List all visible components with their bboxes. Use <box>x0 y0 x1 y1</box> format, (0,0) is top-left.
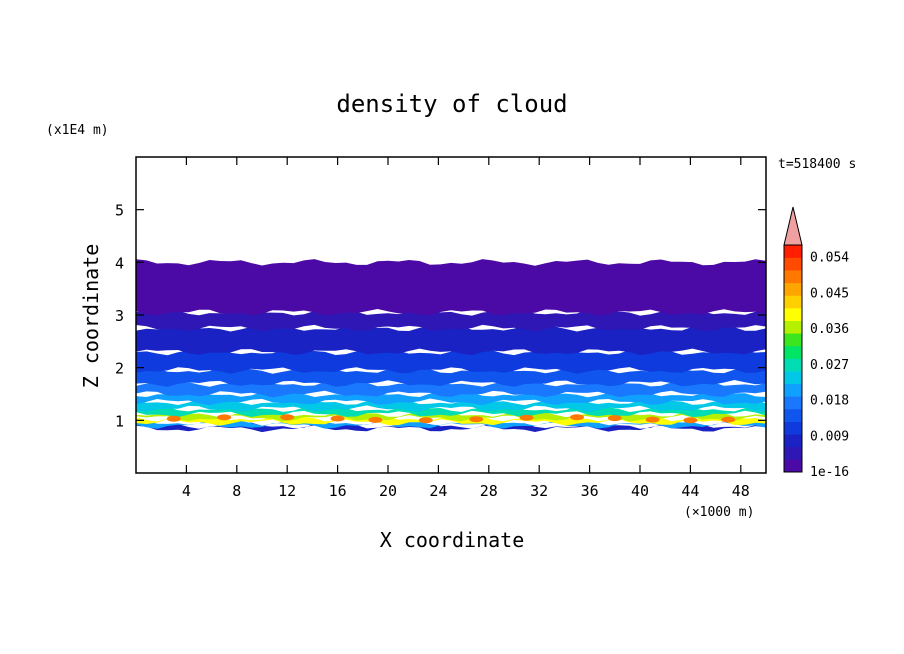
x-tick-label: 16 <box>329 482 347 500</box>
colorbar-swatch <box>784 421 802 435</box>
colorbar-tick-label: 1e-16 <box>810 465 849 480</box>
colorbar-tick-label: 0.045 <box>810 286 849 301</box>
colorbar-swatch <box>784 459 802 473</box>
x-axis-label: X coordinate <box>380 528 525 552</box>
colorbar-swatch <box>784 333 802 347</box>
colorbar-swatch <box>784 270 802 284</box>
colorbar: 1e-16 0.009 0.018 0.027 0.036 0.045 0.054 <box>783 206 849 480</box>
contour-band <box>136 405 766 418</box>
x-tick-label: 24 <box>429 482 447 500</box>
colorbar-swatch <box>784 295 802 309</box>
hot-spot <box>607 415 622 422</box>
plot-area <box>136 259 766 433</box>
colorbar-tick-label: 0.054 <box>810 251 849 266</box>
hot-spot <box>280 414 295 421</box>
x-tick-label: 36 <box>581 482 599 500</box>
x-tick-label: 20 <box>379 482 397 500</box>
chart-title: density of cloud <box>336 90 567 118</box>
y-tick-label: 4 <box>115 254 124 272</box>
colorbar-tick-label: 0.018 <box>810 394 849 409</box>
colorbar-swatch <box>784 371 802 385</box>
colorbar-swatch <box>784 434 802 448</box>
colorbar-swatch <box>784 345 802 359</box>
hot-spot <box>645 416 660 423</box>
colorbar-swatch <box>784 320 802 334</box>
time-label: t=518400 s <box>778 157 856 172</box>
hot-spot <box>330 415 345 422</box>
x-tick-label: 44 <box>681 482 699 500</box>
hot-spot <box>519 414 534 421</box>
hot-spot <box>721 416 736 423</box>
colorbar-swatch <box>784 308 802 321</box>
hot-spot <box>469 416 484 423</box>
x-tick-label: 8 <box>232 482 241 500</box>
x-tick-label: 40 <box>631 482 649 500</box>
contour-band <box>136 259 766 316</box>
colorbar-swatch <box>784 282 802 296</box>
x-tick-group: 4 8 12 16 20 24 28 32 36 40 44 48 <box>182 157 750 500</box>
contour-band <box>136 367 766 387</box>
colorbar-tick-label: 0.009 <box>810 429 849 444</box>
y-tick-group: 1 2 3 4 5 <box>115 202 766 430</box>
contour-band <box>136 422 766 433</box>
y-tick-label: 2 <box>115 360 124 378</box>
y-unit-label: (x1E4 m) <box>46 123 109 138</box>
colorbar-swatch <box>784 257 802 271</box>
y-tick-label: 3 <box>115 307 124 325</box>
x-unit-label: (×1000 m) <box>684 505 754 520</box>
hot-spot <box>418 417 433 424</box>
colorbar-tick-label: 0.036 <box>810 322 849 337</box>
x-tick-label: 4 <box>182 482 191 500</box>
contour-band <box>136 419 766 429</box>
hot-spot <box>217 414 232 421</box>
colorbar-swatch <box>784 408 802 422</box>
colorbar-swatch <box>784 396 802 410</box>
contour-band <box>136 309 766 332</box>
y-axis-label: Z coordinate <box>79 244 103 389</box>
x-tick-label: 12 <box>278 482 296 500</box>
colorbar-swatch <box>784 446 802 460</box>
x-tick-label: 28 <box>480 482 498 500</box>
y-tick-label: 5 <box>115 202 124 220</box>
hot-spot <box>570 414 584 421</box>
x-tick-label: 48 <box>732 482 750 500</box>
colorbar-swatch <box>784 358 802 372</box>
colorbar-swatch <box>784 383 802 397</box>
colorbar-swatch <box>784 245 802 258</box>
colorbar-tick-label: 0.027 <box>810 358 849 373</box>
contour-band <box>136 325 766 356</box>
x-tick-label: 32 <box>530 482 548 500</box>
hot-spot <box>683 417 698 424</box>
colorbar-extend-arrow <box>783 206 803 246</box>
y-tick-label: 1 <box>115 412 124 430</box>
hot-spot <box>368 416 383 423</box>
hot-spot <box>166 415 181 422</box>
